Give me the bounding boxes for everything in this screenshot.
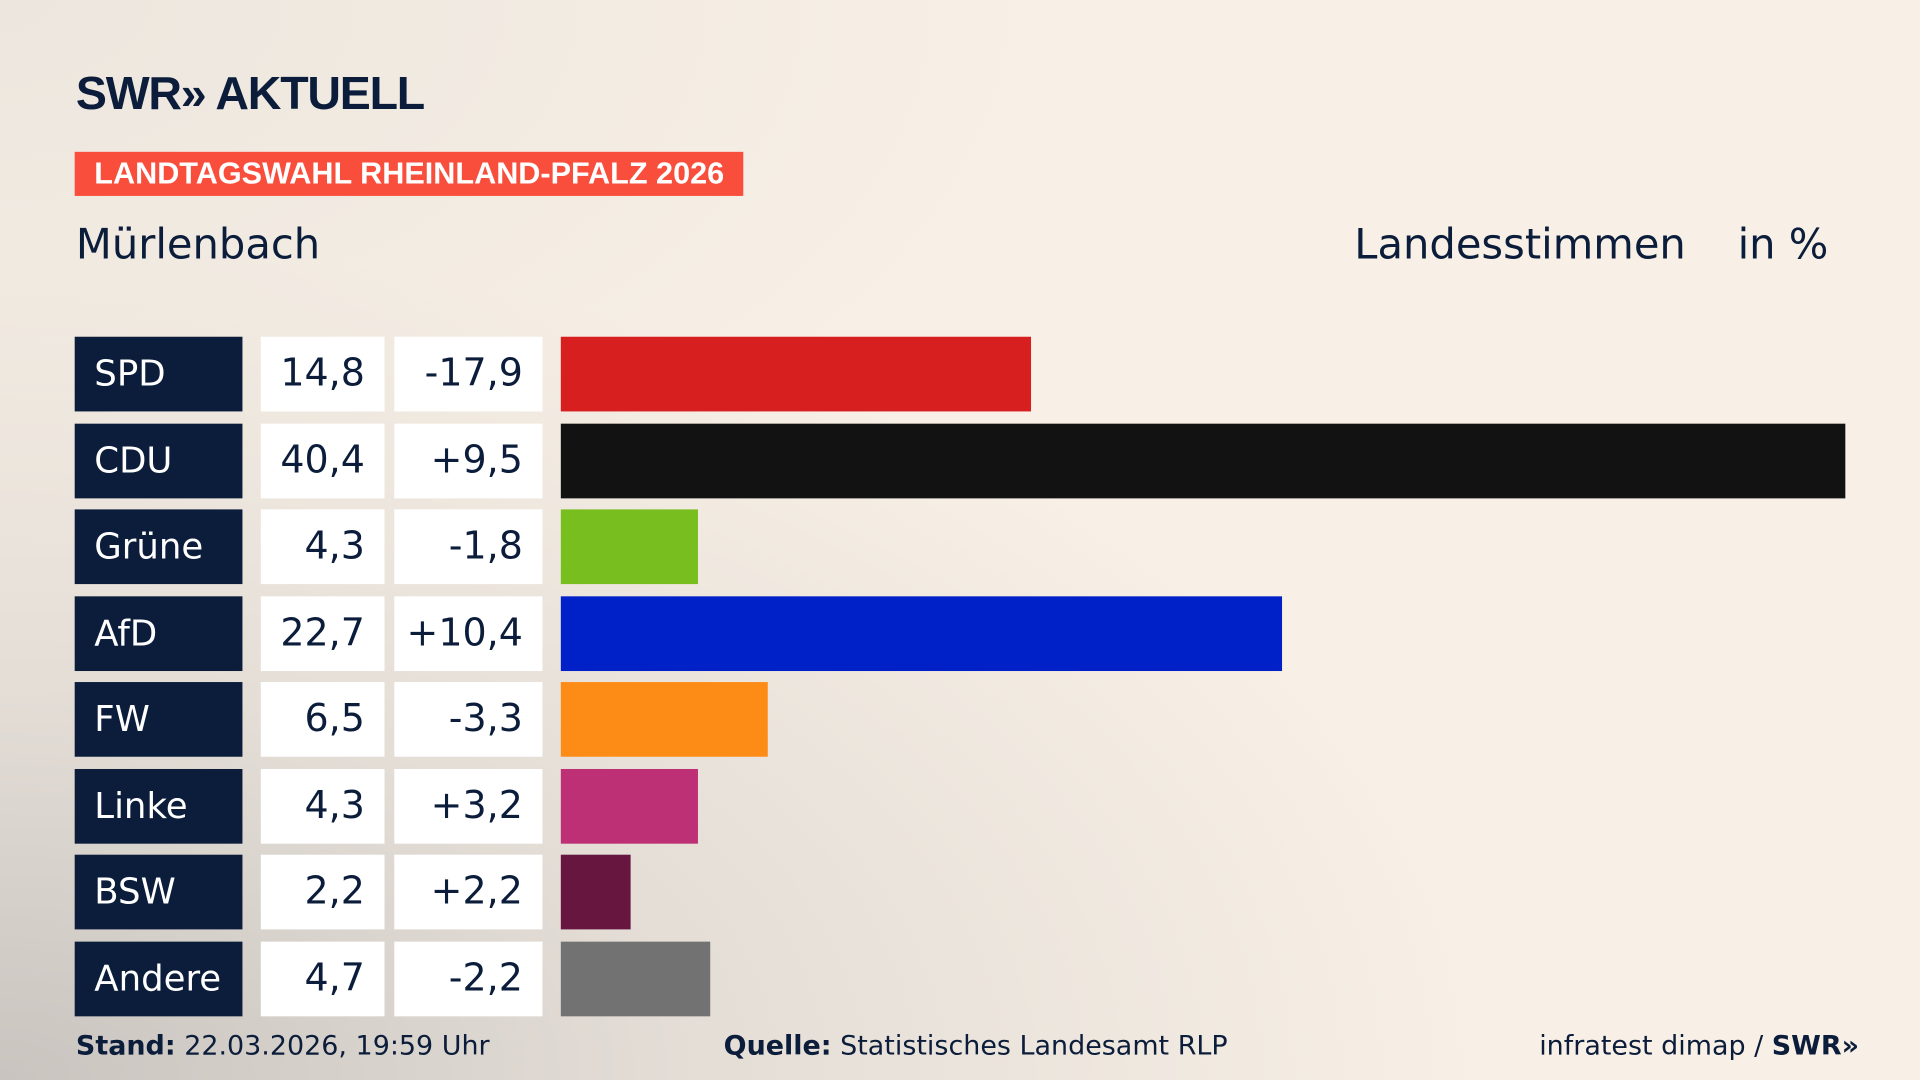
swr-logo: SWR» — [1771, 1031, 1860, 1062]
diff-label: -1,8 — [394, 509, 543, 585]
stand-label: Stand: — [75, 1031, 176, 1062]
diff-label: +10,4 — [394, 595, 543, 671]
party-label: Linke — [74, 768, 243, 844]
region-title: Mürlenbach — [75, 220, 321, 270]
party-label: CDU — [74, 423, 243, 498]
party-label: Andere — [74, 941, 243, 1016]
unit-label: in % — [1737, 220, 1829, 270]
party-label: AfD — [74, 595, 243, 671]
diff-label: +3,2 — [394, 768, 543, 844]
source-label: Quelle: — [723, 1031, 832, 1062]
value-label: 4,7 — [260, 941, 385, 1016]
value-label: 4,3 — [260, 768, 385, 844]
bar — [560, 336, 1032, 412]
source-value: Statistisches Landesamt RLP — [840, 1031, 1228, 1062]
bar — [560, 768, 698, 844]
diff-label: -2,2 — [394, 941, 543, 1016]
value-label: 22,7 — [260, 595, 385, 671]
diff-label: -3,3 — [394, 682, 543, 757]
bar — [560, 595, 1283, 671]
value-label: 40,4 — [260, 423, 385, 498]
diff-label: +9,5 — [394, 423, 543, 498]
election-banner: LANDTAGSWAHL RHEINLAND-PFALZ 2026 — [74, 151, 744, 196]
bar — [560, 854, 631, 930]
party-label: SPD — [74, 336, 243, 412]
vote-type-label: Landesstimmen — [1354, 220, 1686, 270]
bar — [560, 509, 698, 585]
party-label: FW — [74, 682, 243, 757]
party-label: Grüne — [74, 509, 243, 585]
party-label: BSW — [74, 854, 243, 930]
bar — [560, 941, 711, 1016]
credit: infratest dimap / SWR» — [1539, 1031, 1859, 1062]
value-label: 6,5 — [260, 682, 385, 757]
bar — [560, 682, 768, 757]
bar — [560, 423, 1846, 498]
swr-aktuell-logo: SWR» AKTUELL — [75, 68, 425, 121]
diff-label: +2,2 — [394, 854, 543, 930]
value-label: 2,2 — [260, 854, 385, 930]
source: Quelle: Statistisches Landesamt RLP — [724, 1031, 1228, 1062]
credit-text: infratest dimap / — [1539, 1031, 1772, 1062]
value-label: 14,8 — [260, 336, 385, 412]
diff-label: -17,9 — [394, 336, 543, 412]
stand-value: 22.03.2026, 19:59 Uhr — [184, 1031, 490, 1062]
timestamp: Stand: 22.03.2026, 19:59 Uhr — [76, 1031, 490, 1062]
value-label: 4,3 — [260, 509, 385, 585]
